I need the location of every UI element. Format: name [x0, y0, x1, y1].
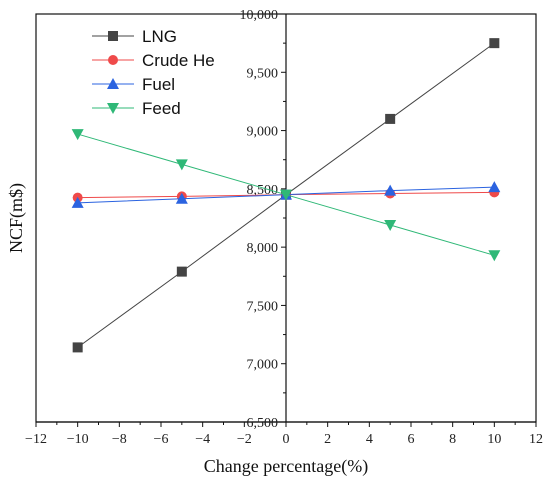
- x-tick-label: −2: [237, 432, 252, 447]
- lng-point: [489, 38, 500, 49]
- series-feed: [71, 129, 501, 262]
- x-tick-label: −8: [112, 432, 127, 447]
- x-tick-label: 2: [324, 432, 331, 447]
- feed-point: [280, 189, 292, 201]
- fuel-point: [175, 192, 188, 204]
- lng-point: [72, 342, 83, 353]
- feed-point: [175, 159, 188, 171]
- x-tick-label: −4: [195, 432, 210, 447]
- x-tick-label: 12: [529, 432, 543, 447]
- lng-point: [385, 113, 396, 124]
- y-tick-label: 9,500: [247, 66, 279, 81]
- y-tick-label: 10,000: [240, 8, 279, 23]
- legend-marker: [107, 103, 119, 114]
- fuel-point: [71, 196, 84, 208]
- legend-label: Feed: [142, 99, 181, 118]
- fuel-point: [384, 184, 397, 196]
- x-axis-title: Change percentage(%): [204, 456, 368, 477]
- legend-label: Crude He: [142, 51, 215, 70]
- x-tick-label: 6: [408, 432, 415, 447]
- y-tick-label: 8,500: [247, 183, 279, 198]
- legend-item-fuel: Fuel: [92, 75, 175, 94]
- x-tick-label: −10: [67, 432, 89, 447]
- legend: LNG Crude He Fuel Feed: [92, 27, 215, 118]
- y-tick-label: 9,000: [247, 125, 279, 140]
- y-tick-label: 7,500: [247, 299, 279, 314]
- y-axis: 6,500 7,000 7,500 8,000 8,500 9,000 9,500 10,00…: [240, 8, 286, 431]
- x-tick-label: 4: [366, 432, 373, 447]
- feed-point: [71, 129, 84, 141]
- x-tick-label: −12: [25, 432, 47, 447]
- legend-item-crude-he: Crude He: [92, 51, 215, 70]
- fuel-point: [488, 181, 501, 193]
- y-tick-label: 6,500: [247, 416, 279, 431]
- y-tick-label: 8,000: [247, 241, 279, 256]
- y-axis-title: NCF(m$): [6, 183, 27, 253]
- series-layer: [71, 38, 501, 353]
- lng-point: [176, 266, 187, 277]
- legend-marker: [107, 78, 119, 89]
- feed-point: [384, 219, 397, 231]
- legend-label: Fuel: [142, 75, 175, 94]
- legend-marker: [108, 31, 118, 41]
- y-tick-label: 7,000: [247, 358, 279, 373]
- legend-label: LNG: [142, 27, 177, 46]
- feed-point: [488, 250, 501, 262]
- legend-marker: [108, 55, 118, 65]
- x-tick-label: −6: [154, 432, 169, 447]
- x-tick-label: 0: [283, 432, 290, 447]
- x-tick-label: 8: [449, 432, 456, 447]
- legend-item-feed: Feed: [92, 99, 181, 118]
- x-axis: −12 −10 −8 −6 −4 −2 0 2 4 6 8 10 12: [25, 422, 543, 447]
- legend-item-lng: LNG: [92, 27, 177, 46]
- x-tick-label: 10: [487, 432, 501, 447]
